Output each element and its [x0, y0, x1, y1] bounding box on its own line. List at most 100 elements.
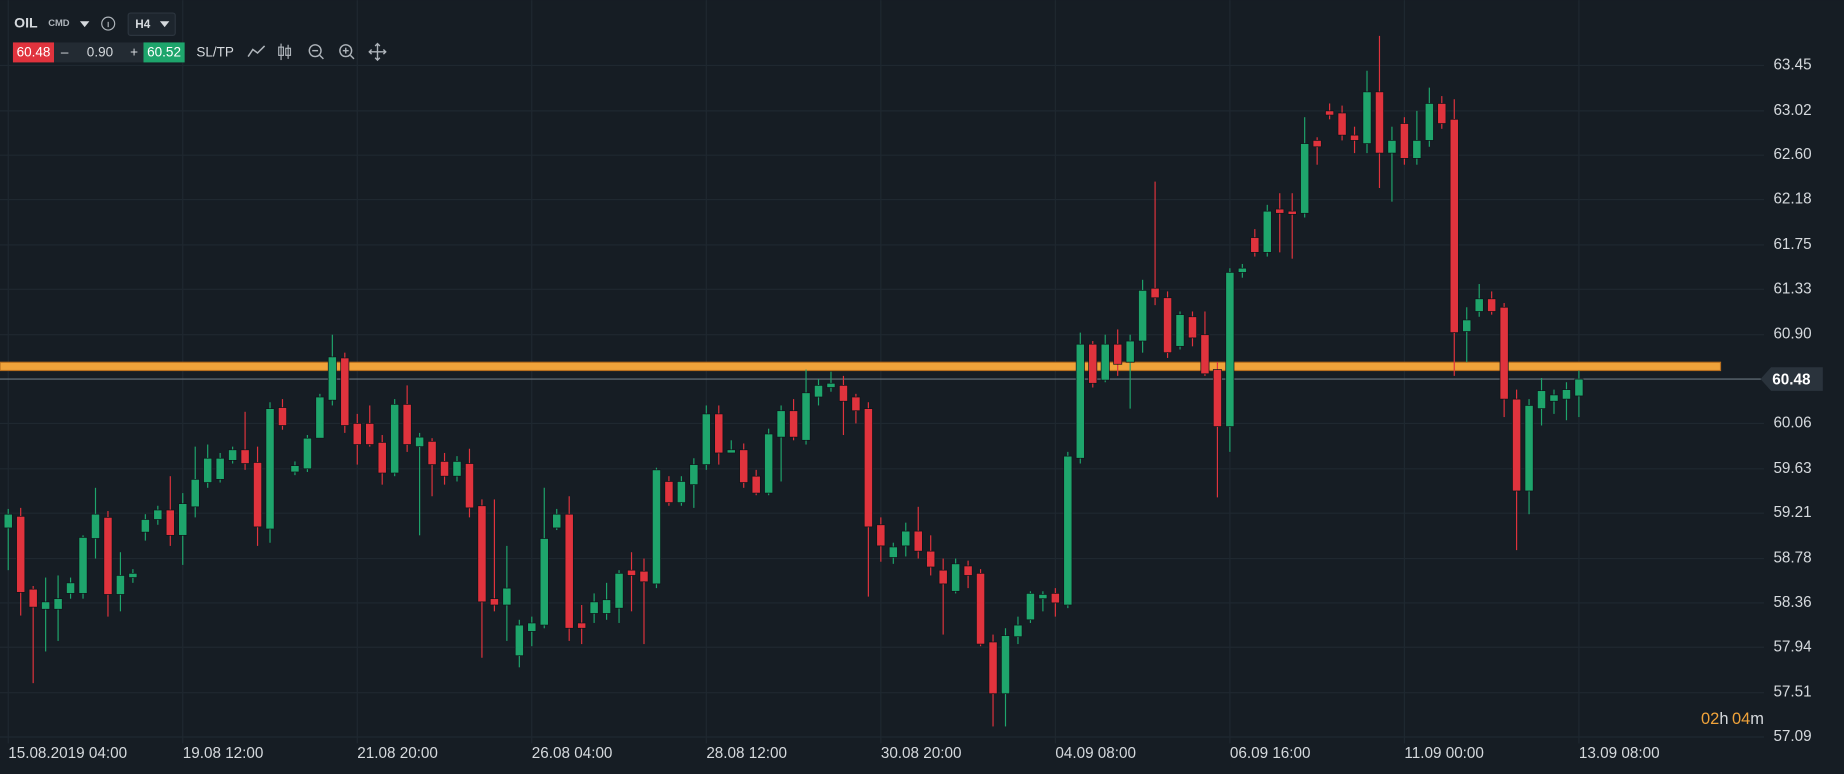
- y-tick-label: 57.09: [1773, 728, 1811, 745]
- candle-body: [178, 503, 188, 536]
- countdown-hours-unit: h: [1719, 710, 1728, 728]
- buy-button[interactable]: [143, 42, 185, 63]
- candle-body: [452, 461, 462, 477]
- spread: 0.90: [87, 45, 113, 60]
- candle-body: [1275, 208, 1285, 214]
- x-tick-label: 19.08 12:00: [183, 745, 264, 762]
- candle-body: [963, 565, 973, 576]
- candle-body: [1574, 378, 1584, 397]
- candle-body: [1212, 369, 1222, 427]
- candle-body: [190, 479, 200, 508]
- ask-price: 60.52: [147, 45, 181, 60]
- candle-body: [477, 505, 487, 603]
- y-tick-label: 61.75: [1773, 236, 1811, 253]
- timeframe: H4: [135, 18, 150, 31]
- candle-body: [726, 449, 736, 454]
- candle-body: [689, 464, 699, 485]
- candle-body: [539, 538, 549, 626]
- candle-body: [502, 587, 512, 606]
- candle-body: [153, 509, 163, 520]
- x-tick-label: 21.08 20:00: [357, 745, 438, 762]
- decrease-button[interactable]: –: [61, 45, 69, 60]
- candle-body: [1063, 455, 1073, 606]
- candle-body: [1150, 287, 1160, 299]
- y-tick-label: 60.06: [1773, 414, 1811, 431]
- candle-body: [215, 457, 225, 480]
- candle-body: [651, 469, 661, 585]
- candle-body: [1088, 343, 1098, 384]
- candle-body: [851, 396, 861, 412]
- candle-body: [78, 537, 88, 594]
- candle-body: [265, 408, 275, 530]
- candle-body: [1387, 140, 1397, 154]
- candle-body: [1175, 314, 1185, 347]
- x-tick-label: 15.08.2019 04:00: [8, 745, 127, 762]
- candle-body: [91, 513, 100, 539]
- y-tick-label: 63.02: [1773, 102, 1811, 119]
- candle-body: [527, 622, 537, 632]
- timeframe-box[interactable]: [127, 12, 176, 36]
- candle-body: [402, 404, 412, 445]
- candle-body: [602, 599, 612, 614]
- pan-icon[interactable]: [368, 42, 387, 62]
- sell-button[interactable]: [12, 42, 55, 63]
- x-tick-label: 26.08 04:00: [532, 745, 613, 762]
- candle-body: [627, 569, 636, 576]
- candle-body: [203, 457, 213, 483]
- candle-body: [1001, 635, 1010, 695]
- candle-body: [1412, 140, 1422, 159]
- volume-box[interactable]: [54, 42, 144, 63]
- candle-body: [1449, 118, 1459, 333]
- symbol[interactable]: OIL: [14, 14, 38, 30]
- countdown-minutes-unit: m: [1750, 710, 1764, 728]
- candle-body: [315, 396, 325, 439]
- candle-body: [1325, 110, 1335, 116]
- candle-body: [103, 517, 113, 595]
- candle-body: [514, 624, 524, 657]
- countdown-hours: 02: [1701, 710, 1719, 728]
- candle-body: [427, 440, 437, 465]
- candle-body: [926, 550, 936, 568]
- candle-body: [838, 385, 848, 402]
- candle-body: [801, 392, 811, 441]
- candle-body: [913, 530, 923, 552]
- candle-body: [228, 449, 238, 461]
- candle-body: [1524, 405, 1534, 492]
- candle-body: [863, 408, 873, 528]
- candle-body: [676, 481, 686, 503]
- candle-body: [639, 570, 649, 583]
- candle-body: [938, 569, 948, 585]
- zoom-in-icon[interactable]: [339, 44, 355, 60]
- candle-body: [365, 423, 375, 445]
- candle-body: [1237, 267, 1247, 273]
- increase-button[interactable]: +: [130, 45, 138, 60]
- x-tick-label: 11.09 00:00: [1404, 745, 1484, 762]
- candle-body: [1287, 210, 1297, 215]
- candle-body: [53, 598, 63, 610]
- zoom-out-icon[interactable]: [308, 44, 324, 60]
- candle-body: [352, 423, 362, 445]
- info-icon[interactable]: [101, 16, 116, 31]
- market: CMD: [48, 17, 70, 28]
- candle-body: [1499, 306, 1509, 400]
- candle-body: [1300, 143, 1310, 214]
- candle-body: [390, 404, 400, 474]
- y-tick-label: 61.33: [1773, 280, 1811, 297]
- y-tick-label: 58.36: [1773, 594, 1811, 611]
- candle-body: [1200, 334, 1210, 375]
- sltp-button[interactable]: SL/TP: [196, 45, 234, 60]
- candle-icon[interactable]: [278, 43, 292, 61]
- symbol-dropdown[interactable]: [79, 21, 90, 28]
- toolbar: OIL CMD H4 60.48 – 0.90 + 60.52 SL/TP: [12, 12, 387, 63]
- line-chart-icon[interactable]: [247, 45, 266, 57]
- current-price-label: 60.48: [1772, 371, 1811, 388]
- candle-body: [464, 463, 474, 509]
- y-tick-label: 57.94: [1773, 638, 1812, 655]
- candle-body: [415, 436, 425, 447]
- candle-body: [1038, 594, 1048, 600]
- candle-body: [751, 475, 761, 494]
- candle-body: [165, 509, 175, 536]
- candle-body: [1399, 123, 1409, 159]
- candle-body: [577, 622, 587, 629]
- candle-body: [1350, 134, 1360, 141]
